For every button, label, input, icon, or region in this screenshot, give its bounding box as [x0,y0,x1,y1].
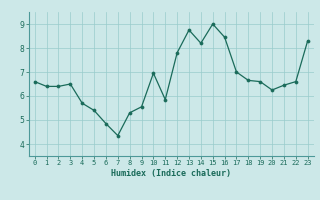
X-axis label: Humidex (Indice chaleur): Humidex (Indice chaleur) [111,169,231,178]
